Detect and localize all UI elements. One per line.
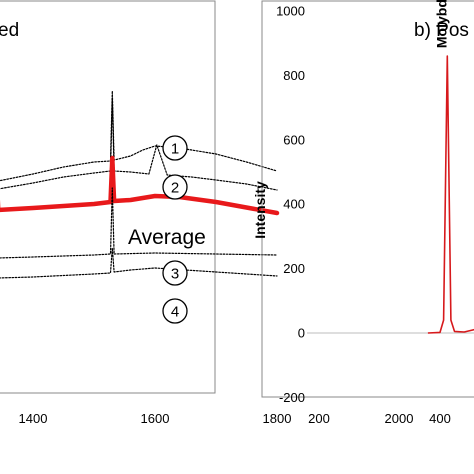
right-y-tick-label: 200: [283, 261, 305, 276]
right-y-tick-label: 800: [283, 68, 305, 83]
right-x-tick-label: 200: [308, 411, 330, 426]
right-y-tick-label: 0: [298, 326, 305, 341]
left-panel-title: ed: [0, 20, 19, 41]
peak-label-1: Molybdenum Sulfide (412): [433, 0, 449, 48]
right-spectrum: [427, 55, 474, 334]
left-x-tick-label: 1400: [19, 411, 48, 426]
circle-4-number: 4: [171, 304, 179, 321]
left-spectra: [0, 90, 280, 279]
circle-label-1: 1: [162, 135, 188, 161]
left-panel: ed 1400 1600 1800 2000 Average 1 2 3 4: [0, 0, 414, 426]
right-y-axis-label: Intensity: [252, 181, 268, 239]
left-plot-frame: [0, 0, 216, 394]
circle-4-ring: [162, 298, 188, 324]
circle-1-ring: [162, 135, 188, 161]
right-axis-ticks: -20002004006008001000200400600: [276, 4, 474, 426]
left-x-tick-label: 2000: [385, 411, 414, 426]
left-x-ticks: 1400 1600 1800 2000: [19, 411, 414, 426]
right-y-tick-label: 600: [283, 132, 305, 147]
left-spectrum-line-5: [0, 247, 278, 279]
circle-2-number: 2: [171, 180, 179, 197]
circle-2-ring: [162, 174, 188, 200]
circle-1-number: 1: [171, 141, 179, 158]
right-y-tick-label: 400: [283, 197, 305, 212]
circle-label-3: 3: [162, 260, 188, 286]
left-spectrum-line-4: [0, 187, 278, 259]
right-y-tick-label: 1000: [276, 4, 305, 19]
right-y-tick-label: -200: [279, 390, 305, 405]
circle-label-2: 2: [162, 174, 188, 200]
right-plot-frame: [261, 0, 474, 398]
right-spectrum-line-1: [427, 55, 474, 334]
left-x-tick-label: 1800: [263, 411, 292, 426]
left-spectrum-line-1: [0, 90, 278, 182]
circle-3-ring: [162, 260, 188, 286]
circle-label-4: 4: [162, 298, 188, 324]
circle-3-number: 3: [171, 266, 179, 283]
left-spectrum-line-3: [0, 155, 280, 216]
right-panel: b) Pos Intensity -200 0 200 400 600 800 1000 20…: [252, 0, 474, 426]
left-x-tick-label: 1600: [141, 411, 170, 426]
average-label: Average: [128, 226, 206, 249]
right-panel-title: b) Pos: [414, 20, 469, 41]
right-x-tick-label: 400: [429, 411, 451, 426]
peak-labels: Molybdenum Sulfide (412)Cysteine (529)Me…: [433, 0, 449, 48]
